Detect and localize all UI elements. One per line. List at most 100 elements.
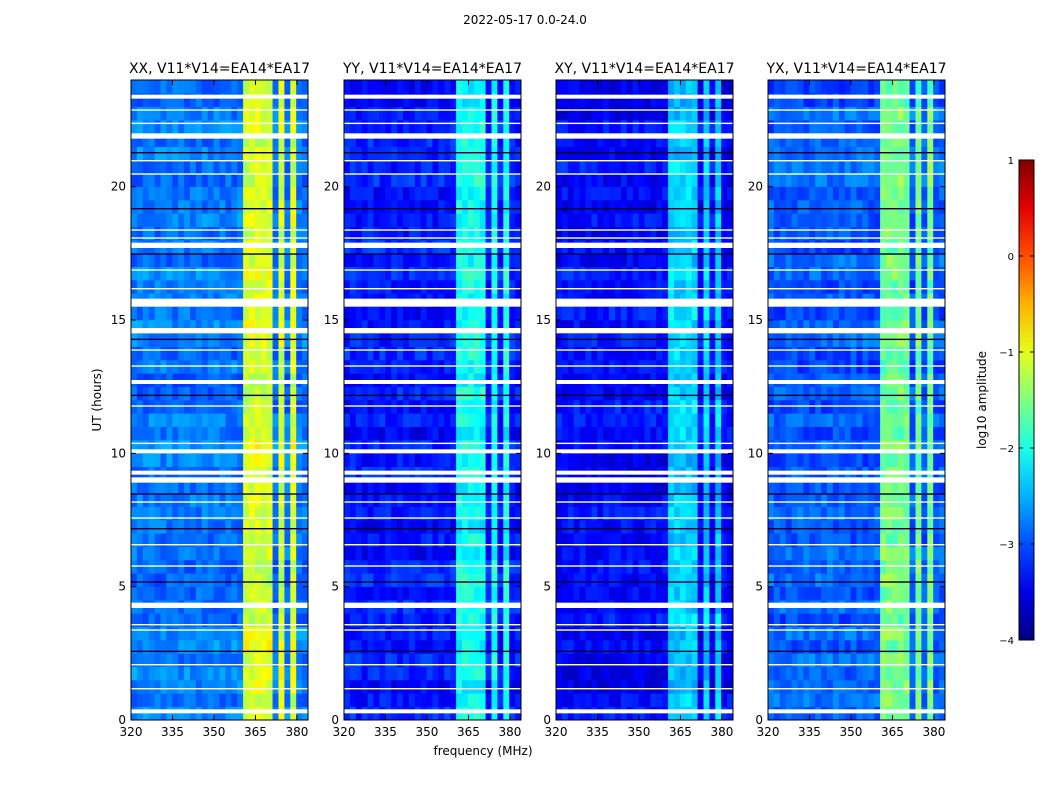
heatmap-cell [515, 627, 521, 641]
heatmap-cell [184, 173, 190, 187]
heatmap-cell [509, 213, 515, 227]
heatmap-cell [715, 360, 721, 374]
heatmap-cell [444, 427, 450, 441]
heatmap-cell [374, 520, 380, 534]
heatmap-cell [273, 707, 279, 721]
heatmap-cell [503, 400, 509, 414]
heatmap-cell [350, 333, 356, 347]
heatmap-cell [486, 173, 492, 187]
heatmap-cell [237, 560, 243, 574]
heatmap-cell [639, 680, 645, 694]
heatmap-cell [166, 160, 172, 174]
heatmap-cell [433, 213, 439, 227]
heatmap-cell [284, 560, 290, 574]
heatmap-cell [662, 280, 668, 294]
heatmap-cell [161, 573, 167, 587]
heatmap-cell [231, 453, 237, 467]
heatmap-cell [391, 213, 397, 227]
heatmap-cell [721, 427, 727, 441]
heatmap-cell [650, 347, 656, 361]
heatmap-cell [409, 667, 415, 681]
heatmap-cell [468, 333, 474, 347]
flag-line [131, 123, 308, 124]
heatmap-cell [603, 147, 609, 161]
heatmap-cell [509, 200, 515, 214]
heatmap-cell [709, 120, 715, 134]
heatmap-cell [868, 587, 874, 601]
heatmap-cell [509, 307, 515, 321]
flagged-band [344, 299, 521, 307]
heatmap-cell [438, 120, 444, 134]
heatmap-cell [415, 147, 421, 161]
heatmap-cell [444, 667, 450, 681]
heatmap-cell [786, 573, 792, 587]
heatmap-cell [368, 453, 374, 467]
heatmap-cell [474, 107, 480, 121]
heatmap-cell [474, 427, 480, 441]
heatmap-cell [591, 120, 597, 134]
heatmap-cell [597, 427, 603, 441]
heatmap-cell [243, 173, 249, 187]
heatmap-cell [709, 573, 715, 587]
heatmap-cell [273, 387, 279, 401]
heatmap-cell [279, 560, 285, 574]
heatmap-cell [433, 707, 439, 721]
heatmap-cell [290, 80, 296, 94]
heatmap-cell [615, 333, 621, 347]
heatmap-cell [202, 680, 208, 694]
heatmap-cell [131, 107, 137, 121]
heatmap-cell [131, 307, 137, 321]
heatmap-cell [515, 560, 521, 574]
heatmap-cell [237, 253, 243, 267]
heatmap-cell [290, 173, 296, 187]
heatmap-cell [686, 280, 692, 294]
heatmap-cell [709, 280, 715, 294]
heatmap-cell [645, 560, 651, 574]
heatmap-cell [574, 360, 580, 374]
heatmap-cell [220, 253, 226, 267]
heatmap-cell [468, 173, 474, 187]
heatmap-cell [220, 493, 226, 507]
heatmap-cell [255, 627, 261, 641]
heatmap-cell [650, 280, 656, 294]
heatmap-cell [302, 253, 308, 267]
heatmap-cell [803, 667, 809, 681]
heatmap-cell [403, 573, 409, 587]
heatmap-cell [161, 707, 167, 721]
heatmap-cell [509, 453, 515, 467]
heatmap-cell [131, 520, 137, 534]
heatmap-cell [480, 360, 486, 374]
heatmap-cell [721, 387, 727, 401]
heatmap-cell [851, 707, 857, 721]
heatmap-cell [155, 453, 161, 467]
heatmap-cell [621, 493, 627, 507]
flag-line [556, 253, 733, 254]
heatmap-cell [939, 573, 945, 587]
heatmap-cell [574, 173, 580, 187]
heatmap-cell [267, 573, 273, 587]
heatmap-cell [456, 627, 462, 641]
heatmap-cell [391, 80, 397, 94]
heatmap-cell [172, 80, 178, 94]
heatmap-cell [273, 267, 279, 281]
heatmap-cell [686, 200, 692, 214]
heatmap-cell [591, 360, 597, 374]
heatmap-cell [480, 213, 486, 227]
heatmap-cell [344, 680, 350, 694]
heatmap-cell [674, 200, 680, 214]
heatmap-cell [880, 680, 886, 694]
heatmap-cell [939, 707, 945, 721]
heatmap-cell [438, 147, 444, 161]
heatmap-cell [385, 400, 391, 414]
heatmap-cell [892, 573, 898, 587]
heatmap-cell [362, 387, 368, 401]
heatmap-cell [368, 347, 374, 361]
heatmap-cell [639, 573, 645, 587]
heatmap-cell [621, 587, 627, 601]
heatmap-cell [368, 520, 374, 534]
heatmap-cell [261, 560, 267, 574]
heatmap-cell [633, 413, 639, 427]
flagged-band [131, 709, 308, 713]
heatmap-cell [662, 347, 668, 361]
heatmap-cell [786, 547, 792, 561]
